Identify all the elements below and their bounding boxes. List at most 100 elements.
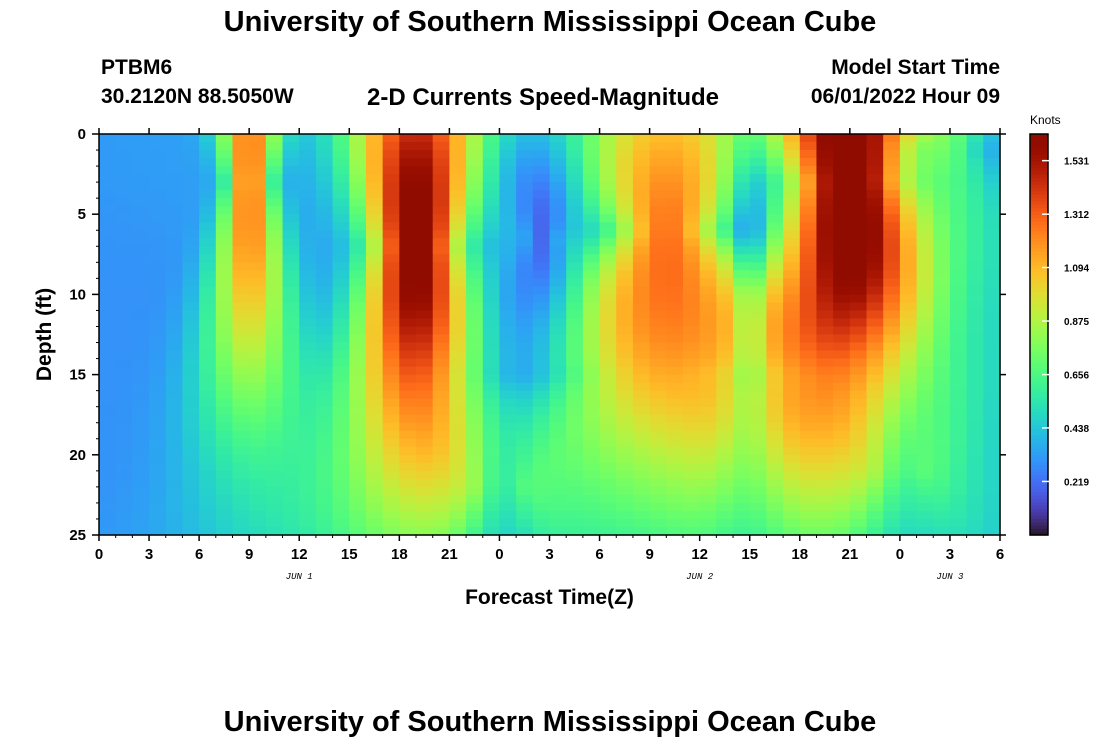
heatmap-cell — [516, 158, 534, 167]
heatmap-cell — [966, 134, 984, 143]
heatmap-cell — [849, 462, 868, 472]
heatmap-cell — [516, 414, 534, 424]
heatmap-cell — [766, 510, 784, 520]
heatmap-cell — [899, 350, 918, 360]
heatmap-cell — [766, 374, 784, 384]
heatmap-cell — [115, 318, 133, 328]
heatmap-cell — [632, 262, 651, 271]
heatmap-cell — [833, 166, 851, 175]
heatmap-cell — [716, 350, 734, 360]
heatmap-cell — [416, 150, 434, 159]
colorbar-segment — [1030, 291, 1048, 295]
heatmap-cell — [282, 494, 300, 504]
heatmap-cell — [916, 158, 934, 167]
heatmap-cell — [699, 254, 717, 263]
heatmap-cell — [766, 462, 784, 472]
heatmap-cell — [833, 254, 851, 263]
heatmap-cell — [449, 238, 467, 247]
heatmap-cell — [416, 326, 434, 336]
heatmap-cell — [766, 166, 784, 175]
heatmap-cell — [616, 350, 634, 360]
heatmap-cell — [482, 158, 501, 167]
heatmap-cell — [332, 470, 350, 480]
heatmap-cell — [532, 302, 551, 312]
heatmap-cell — [315, 350, 334, 360]
heatmap-cell — [766, 174, 784, 183]
heatmap-cell — [649, 406, 667, 416]
heatmap-cell — [616, 198, 634, 207]
heatmap-cell — [566, 150, 584, 159]
heatmap-cell — [499, 422, 517, 432]
heatmap-cell — [182, 262, 200, 271]
heatmap-cell — [749, 278, 768, 287]
heatmap-cell — [215, 470, 234, 480]
heatmap-cell — [265, 470, 284, 480]
heatmap-cell — [549, 342, 567, 352]
heatmap-cell — [783, 454, 801, 464]
heatmap-cell — [983, 302, 1001, 312]
heatmap-cell — [883, 286, 901, 295]
heatmap-cell — [949, 390, 968, 400]
heatmap-cell — [349, 174, 367, 183]
heatmap-cell — [632, 414, 651, 424]
heatmap-cell — [866, 438, 884, 448]
heatmap-cell — [616, 526, 634, 536]
heatmap-cell — [699, 198, 717, 207]
heatmap-cell — [766, 142, 784, 151]
heatmap-cell — [466, 414, 484, 424]
heatmap-cell — [299, 518, 317, 528]
heatmap-cell — [799, 158, 818, 167]
heatmap-cell — [215, 254, 234, 263]
heatmap-cell — [99, 198, 117, 207]
heatmap-cell — [165, 526, 184, 536]
heatmap-cell — [149, 150, 167, 159]
heatmap-cell — [199, 134, 217, 143]
x-tick-label: 9 — [245, 546, 253, 563]
heatmap-cell — [499, 166, 517, 175]
heatmap-cell — [716, 302, 734, 312]
heatmap-cell — [516, 462, 534, 472]
heatmap-cell — [799, 262, 818, 271]
heatmap-cell — [299, 342, 317, 352]
heatmap-cell — [949, 366, 968, 376]
colorbar-segment — [1030, 254, 1048, 259]
heatmap-cell — [165, 198, 184, 207]
heatmap-cell — [933, 230, 951, 239]
heatmap-cell — [499, 510, 517, 520]
heatmap-cell — [215, 502, 234, 512]
heatmap-cell — [499, 158, 517, 167]
heatmap-cell — [299, 406, 317, 416]
heatmap-cell — [783, 350, 801, 360]
heatmap-cell — [516, 494, 534, 504]
heatmap-cell — [382, 382, 400, 392]
heatmap-cell — [232, 278, 250, 287]
heatmap-cell — [249, 374, 267, 384]
heatmap-cell — [833, 310, 851, 320]
heatmap-cell — [282, 398, 300, 408]
heatmap-cell — [382, 390, 400, 400]
heatmap-cell — [332, 150, 350, 159]
heatmap-cell — [866, 278, 884, 287]
heatmap-cell — [349, 430, 367, 440]
heatmap-cell — [249, 270, 267, 279]
heatmap-cell — [215, 206, 234, 215]
heatmap-cell — [799, 494, 818, 504]
heatmap-cell — [666, 286, 684, 295]
heatmap-cell — [516, 254, 534, 263]
colorbar-segment — [1030, 204, 1048, 209]
heatmap-cell — [582, 182, 601, 191]
heatmap-cell — [99, 462, 117, 472]
heatmap-cell — [783, 470, 801, 480]
heatmap-cell — [199, 214, 217, 223]
heatmap-cell — [249, 190, 267, 199]
heatmap-cell — [699, 150, 717, 159]
heatmap-cell — [883, 246, 901, 255]
heatmap-cell — [883, 158, 901, 167]
heatmap-cell — [449, 390, 467, 400]
heatmap-cell — [749, 478, 768, 488]
colorbar-segment — [1030, 528, 1048, 533]
heatmap-cell — [632, 302, 651, 312]
heatmap-cell — [816, 366, 834, 376]
heatmap-cell — [182, 430, 200, 440]
heatmap-cell — [99, 222, 117, 231]
